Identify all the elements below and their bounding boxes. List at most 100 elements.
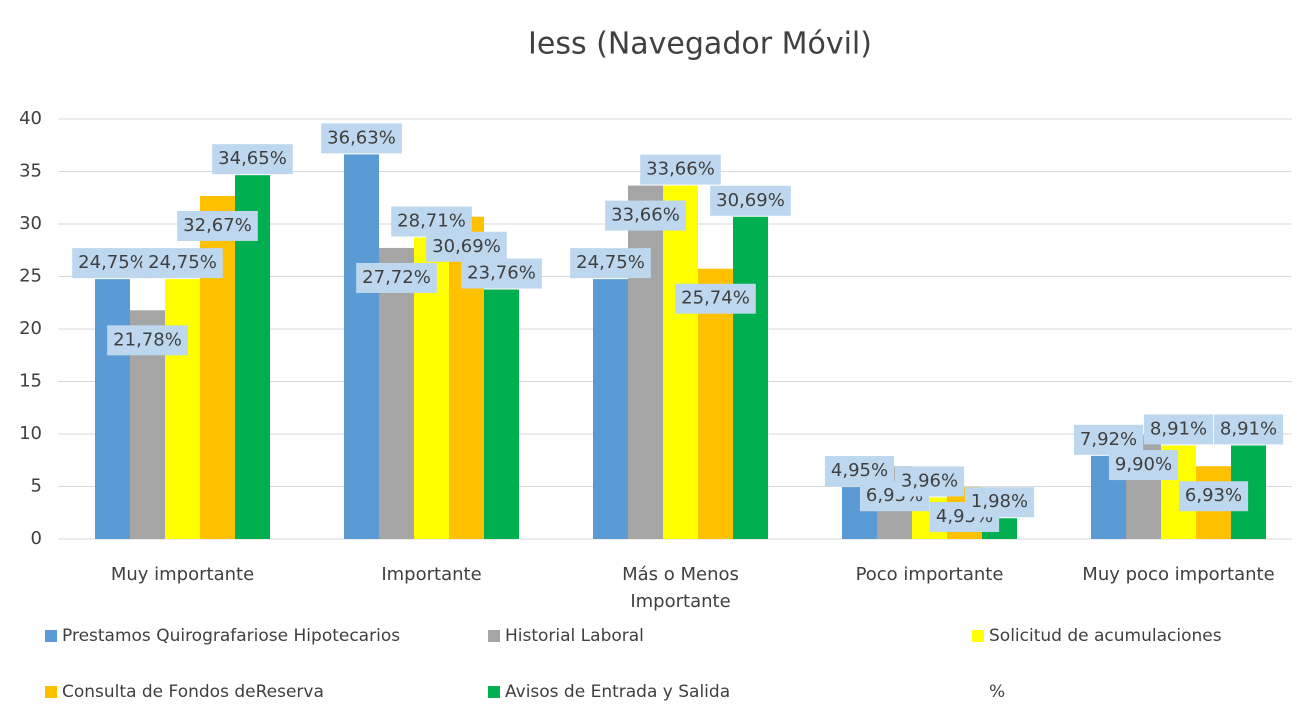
data-label-box (1108, 450, 1179, 481)
y-tick-label: 30 (19, 213, 42, 234)
data-label-text: 24,75% (576, 252, 645, 273)
data-label: 33,66% (605, 200, 686, 231)
data-label: 24,75% (142, 248, 223, 279)
legend-swatch (972, 630, 984, 642)
legend-swatch (488, 630, 500, 642)
data-label-text: 8,91% (1150, 418, 1207, 439)
legend-label: Prestamos Quirografariose Hipotecarios (62, 626, 400, 646)
legend-label: Consulta de Fondos deReserva (62, 682, 324, 702)
y-tick-label: 40 (19, 108, 42, 129)
data-label: 25,74% (675, 283, 756, 314)
data-label-text: 24,75% (148, 252, 217, 273)
bar (379, 247, 414, 539)
data-label: 36,63% (321, 123, 402, 154)
data-label-box (461, 258, 542, 289)
data-label-text: 34,65% (218, 148, 287, 169)
bar (200, 195, 235, 539)
data-label-box (710, 185, 791, 216)
data-label-box (675, 283, 756, 314)
data-label-box (426, 231, 507, 262)
data-label-box (107, 325, 188, 356)
data-label-text: 33,66% (646, 159, 715, 180)
data-label: 1,98% (964, 487, 1035, 518)
chart-title: Iess (Navegador Móvil) (528, 27, 872, 62)
legend-label: Historial Laboral (505, 626, 644, 646)
data-label-text: 9,90% (1115, 454, 1172, 475)
y-tick-label: 20 (19, 318, 42, 339)
data-label-text: 23,76% (467, 263, 536, 284)
data-label-box (1213, 414, 1284, 445)
bar (698, 268, 733, 539)
data-label-text: 30,69% (716, 190, 785, 211)
data-label-box (321, 123, 402, 154)
data-label-box (177, 210, 258, 241)
data-label-text: 25,74% (681, 288, 750, 309)
data-label: 3,96% (894, 466, 965, 497)
bar (95, 279, 130, 539)
y-tick-label: 25 (19, 266, 42, 287)
x-tick-label: Importante (381, 564, 481, 585)
data-label-text: 27,72% (362, 267, 431, 288)
data-label-box (824, 456, 895, 487)
x-tick-label: Muy importante (111, 564, 254, 585)
data-label-box (964, 487, 1035, 518)
y-tick-label: 10 (19, 423, 42, 444)
data-label-box (570, 248, 651, 279)
data-label-box (356, 262, 437, 293)
data-label: 34,65% (212, 144, 293, 175)
data-label-box (212, 144, 293, 175)
data-label-box (72, 248, 153, 279)
data-label-text: 36,63% (327, 127, 396, 148)
data-label-text: 32,67% (183, 215, 252, 236)
data-label-box (640, 154, 721, 185)
data-label-text: 8,91% (1220, 418, 1277, 439)
data-label-box (605, 200, 686, 231)
data-label: 23,76% (461, 258, 542, 289)
x-tick-label: Más o Menos Importante (622, 564, 739, 612)
data-label-text: 21,78% (113, 329, 182, 350)
legend-label: Solicitud de acumulaciones (989, 626, 1222, 646)
bar (484, 289, 519, 539)
data-label: 30,69% (710, 185, 791, 216)
data-label: 8,91% (1213, 414, 1284, 445)
data-label: 9,90% (1108, 450, 1179, 481)
data-label-text: 3,96% (901, 470, 958, 491)
data-label-box (894, 466, 965, 497)
data-label: 28,71% (391, 206, 472, 237)
data-label-text: 30,69% (432, 236, 501, 257)
y-tick-label: 0 (31, 528, 42, 549)
legend-swatch (45, 630, 57, 642)
data-label-box (1178, 481, 1249, 512)
data-label: 21,78% (107, 325, 188, 356)
data-label-text: 4,95% (831, 460, 888, 481)
data-label: 8,91% (1143, 414, 1214, 445)
x-tick-label: Muy poco importante (1082, 564, 1274, 585)
data-label: 32,67% (177, 210, 258, 241)
y-tick-label: 35 (19, 161, 42, 182)
data-label-box (1143, 414, 1214, 445)
bar (663, 185, 698, 539)
data-label-box (142, 248, 223, 279)
bar (165, 279, 200, 539)
data-label: 33,66% (640, 154, 721, 185)
bar (733, 216, 768, 539)
bar (628, 185, 663, 539)
legend-swatch (488, 686, 500, 698)
legend-label: % (989, 682, 1005, 702)
data-label-text: 6,93% (1185, 485, 1242, 506)
data-label: 24,75% (570, 248, 651, 279)
data-label: 4,95% (824, 456, 895, 487)
data-label-box (391, 206, 472, 237)
legend-swatch (45, 686, 57, 698)
data-label-text: 1,98% (971, 491, 1028, 512)
data-label: 24,75% (72, 248, 153, 279)
data-label-text: 24,75% (78, 252, 147, 273)
data-label-text: 7,92% (1080, 429, 1137, 450)
data-label-text: 33,66% (611, 205, 680, 226)
y-tick-label: 15 (19, 371, 42, 392)
legend-label: Avisos de Entrada y Salida (505, 682, 730, 702)
bar (593, 279, 628, 539)
x-tick-label: Poco importante (856, 564, 1004, 585)
data-label: 6,93% (1178, 481, 1249, 512)
